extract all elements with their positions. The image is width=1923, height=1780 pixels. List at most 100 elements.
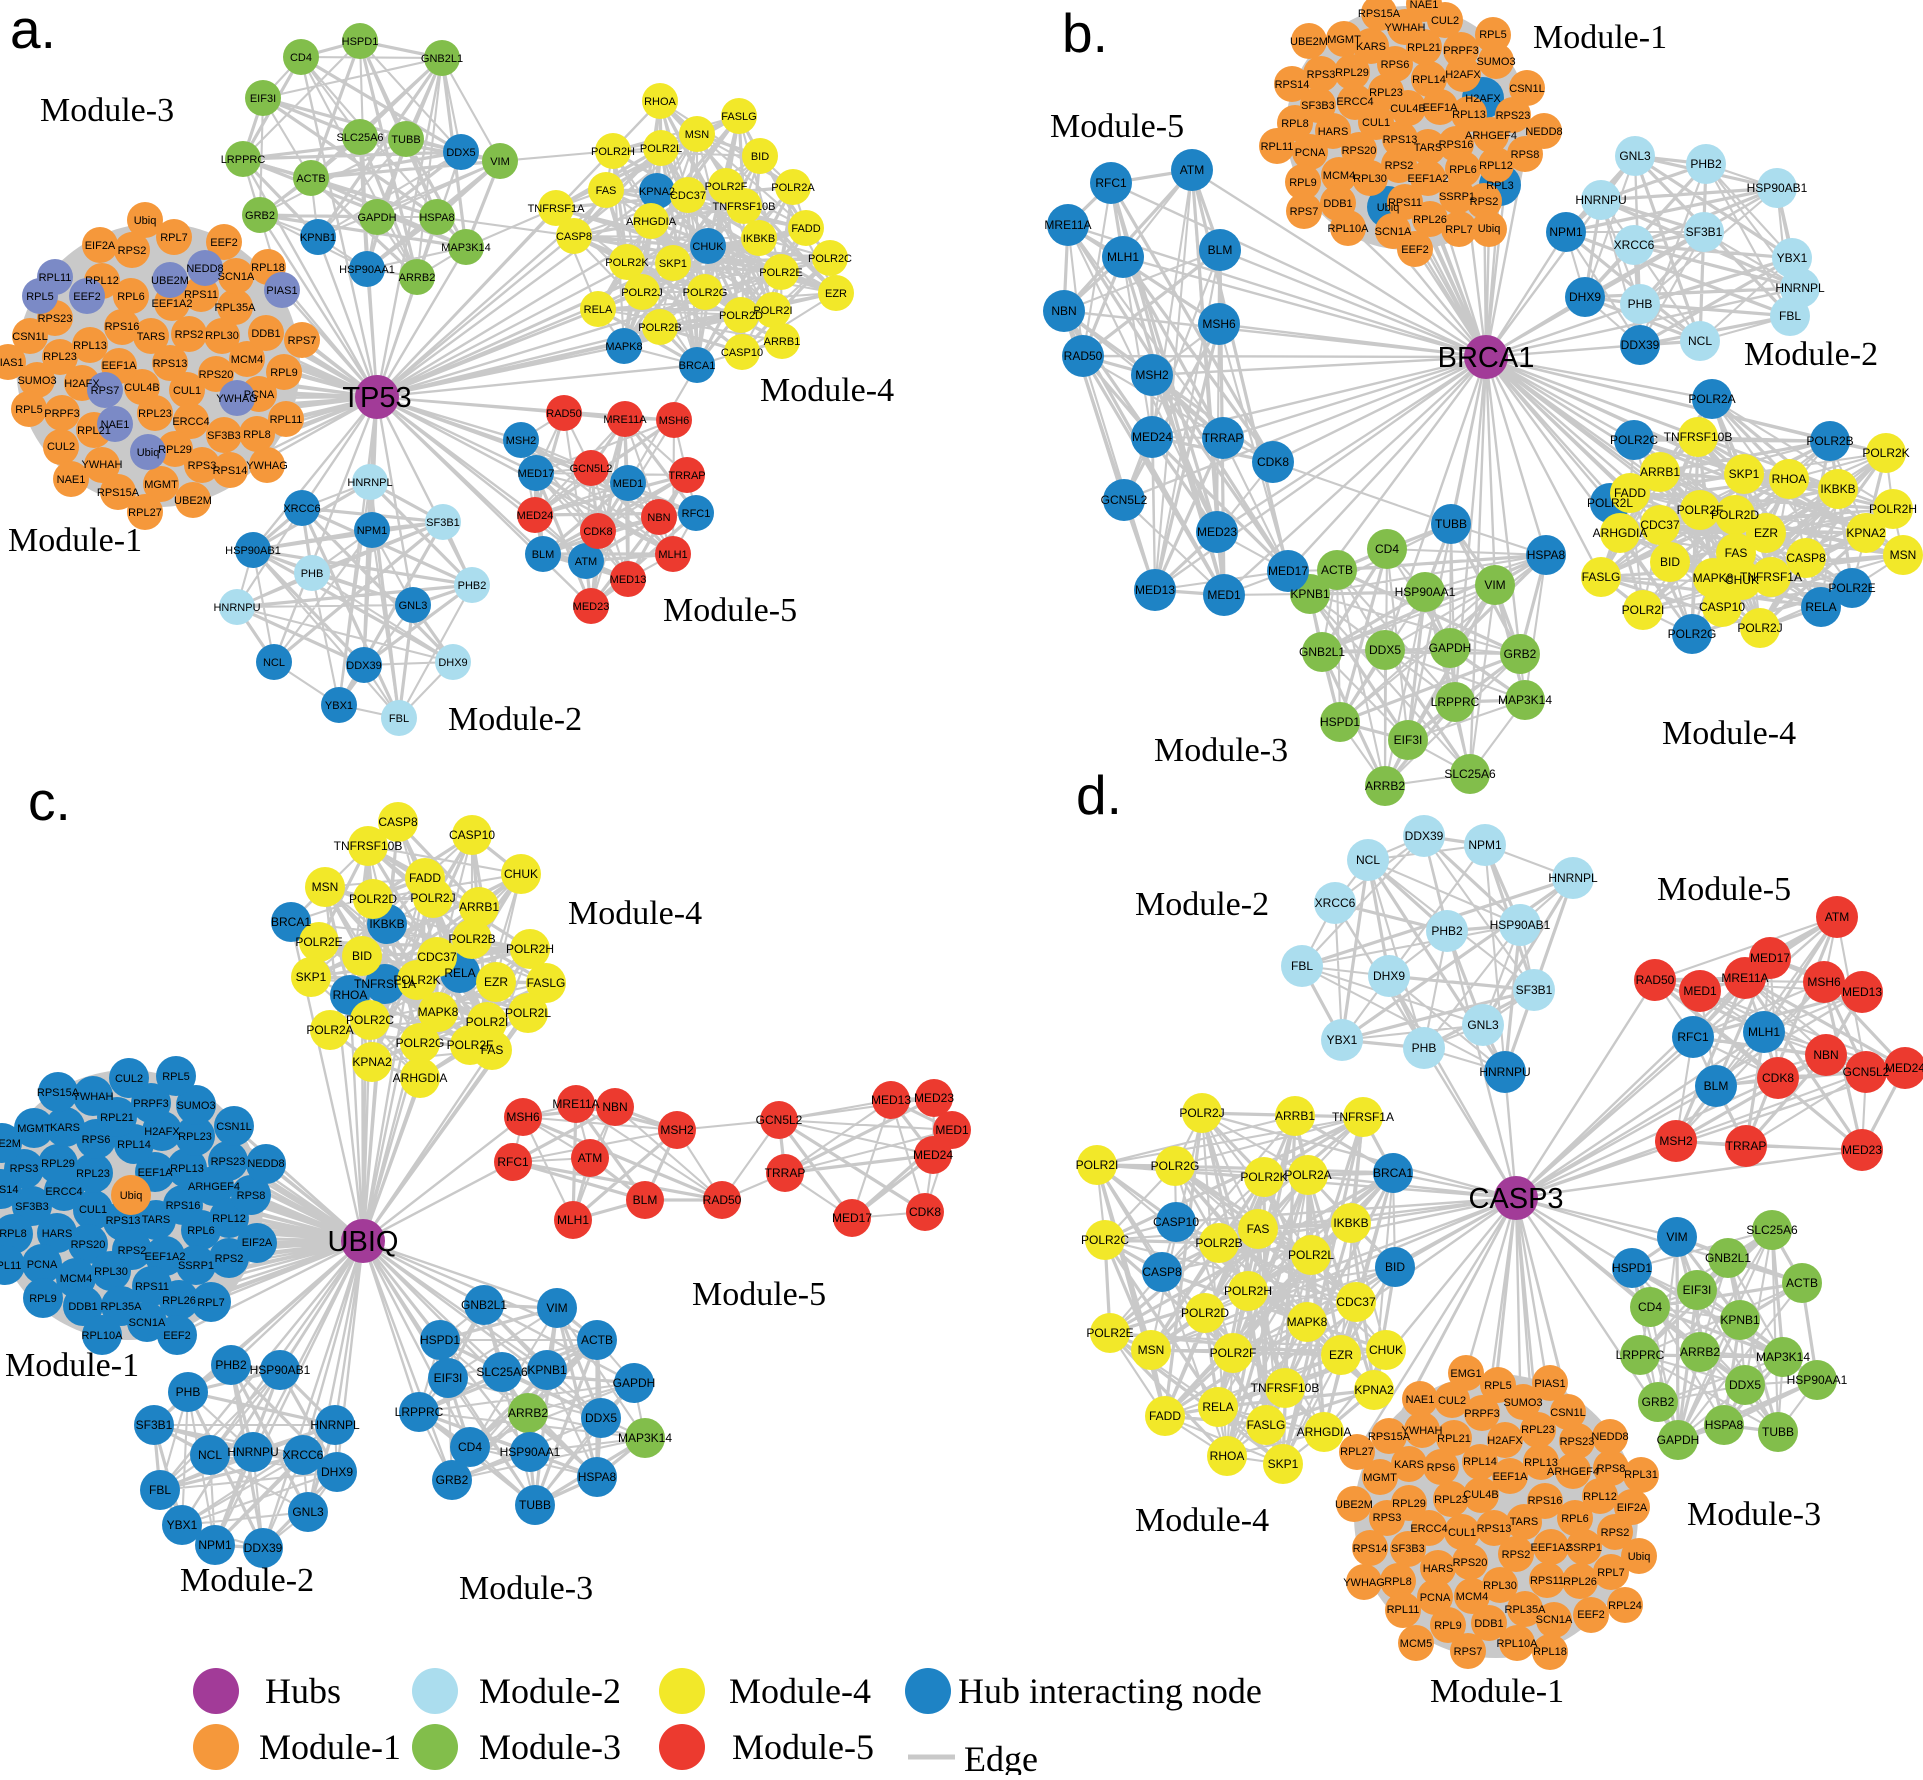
svg-text:KPNA2: KPNA2 bbox=[352, 1055, 392, 1069]
svg-text:BLM: BLM bbox=[1704, 1079, 1729, 1093]
svg-text:CASP10: CASP10 bbox=[1153, 1215, 1199, 1229]
svg-text:DHX9: DHX9 bbox=[1569, 290, 1601, 304]
svg-text:EEF2: EEF2 bbox=[73, 291, 101, 303]
svg-text:ERCC4: ERCC4 bbox=[1410, 1523, 1447, 1535]
svg-text:RHOA: RHOA bbox=[333, 988, 368, 1002]
svg-text:RPL23: RPL23 bbox=[1521, 1424, 1555, 1436]
svg-text:RELA: RELA bbox=[444, 966, 475, 980]
svg-text:FADD: FADD bbox=[1149, 1409, 1181, 1423]
svg-text:RPL29: RPL29 bbox=[158, 444, 192, 456]
svg-text:RPL6: RPL6 bbox=[1449, 164, 1477, 176]
svg-text:CHUK: CHUK bbox=[1725, 573, 1759, 587]
svg-text:DDX5: DDX5 bbox=[1369, 643, 1401, 657]
svg-text:POLR2F: POLR2F bbox=[447, 1038, 494, 1052]
svg-text:UBE2M: UBE2M bbox=[0, 1138, 21, 1150]
svg-text:RPL11: RPL11 bbox=[270, 414, 303, 426]
svg-text:DHX9: DHX9 bbox=[321, 1465, 353, 1479]
svg-text:CDC37: CDC37 bbox=[670, 190, 706, 202]
svg-text:CUL1: CUL1 bbox=[173, 385, 201, 397]
svg-text:HSP90AA1: HSP90AA1 bbox=[1395, 585, 1456, 599]
svg-text:YWHAH: YWHAH bbox=[73, 1091, 114, 1103]
svg-text:ACTB: ACTB bbox=[296, 173, 325, 185]
svg-text:FAS: FAS bbox=[1725, 546, 1748, 560]
svg-text:EEF1A: EEF1A bbox=[1493, 1471, 1529, 1483]
svg-text:RPS13: RPS13 bbox=[106, 1215, 141, 1227]
svg-text:RPS20: RPS20 bbox=[1342, 145, 1377, 157]
svg-text:GAPDH: GAPDH bbox=[1429, 641, 1472, 655]
svg-text:RPS16: RPS16 bbox=[105, 321, 140, 333]
svg-text:Module-2: Module-2 bbox=[448, 701, 582, 738]
svg-text:MCM4: MCM4 bbox=[231, 354, 263, 366]
svg-text:PIAS1: PIAS1 bbox=[0, 357, 24, 369]
svg-text:PHB2: PHB2 bbox=[458, 580, 487, 592]
svg-text:POLR2E: POLR2E bbox=[1086, 1326, 1133, 1340]
svg-text:PRPF3: PRPF3 bbox=[1464, 1408, 1499, 1420]
svg-text:Module-5: Module-5 bbox=[663, 592, 797, 629]
svg-text:DDB1: DDB1 bbox=[1474, 1618, 1503, 1630]
svg-text:MRE11A: MRE11A bbox=[1044, 218, 1091, 232]
svg-text:RPL23: RPL23 bbox=[76, 1168, 110, 1180]
svg-text:POLR2C: POLR2C bbox=[1081, 1233, 1129, 1247]
svg-text:RPS7: RPS7 bbox=[288, 335, 317, 347]
svg-text:NAE1: NAE1 bbox=[1406, 1394, 1435, 1406]
svg-text:SF3B1: SF3B1 bbox=[1686, 225, 1723, 239]
svg-text:VIM: VIM bbox=[490, 156, 510, 168]
svg-text:ATM: ATM bbox=[575, 556, 597, 568]
svg-text:Module-4: Module-4 bbox=[1135, 1502, 1269, 1539]
svg-text:ATM: ATM bbox=[1825, 910, 1849, 924]
svg-text:BRCA1: BRCA1 bbox=[1373, 1166, 1413, 1180]
svg-text:CDK8: CDK8 bbox=[909, 1205, 941, 1219]
svg-text:TARS: TARS bbox=[1510, 1516, 1539, 1528]
svg-text:ARHGEF4: ARHGEF4 bbox=[1547, 1466, 1599, 1478]
svg-text:DDB1: DDB1 bbox=[1323, 198, 1352, 210]
svg-text:RPS8: RPS8 bbox=[1511, 149, 1540, 161]
svg-text:CUL4B: CUL4B bbox=[124, 382, 159, 394]
svg-text:HSPD1: HSPD1 bbox=[420, 1333, 460, 1347]
svg-text:MAP3K14: MAP3K14 bbox=[441, 242, 491, 254]
svg-text:PCNA: PCNA bbox=[1295, 147, 1326, 159]
svg-text:YBX1: YBX1 bbox=[1777, 251, 1808, 265]
svg-text:RPS3: RPS3 bbox=[188, 460, 217, 472]
svg-text:POLR2I: POLR2I bbox=[466, 1015, 509, 1029]
svg-text:ACTB: ACTB bbox=[1321, 563, 1353, 577]
svg-text:MGMT: MGMT bbox=[17, 1123, 51, 1135]
svg-text:BID: BID bbox=[1660, 555, 1680, 569]
svg-text:UBE2M: UBE2M bbox=[174, 495, 212, 507]
svg-text:GAPDH: GAPDH bbox=[357, 212, 396, 224]
svg-text:NAE1: NAE1 bbox=[101, 419, 130, 431]
svg-text:BID: BID bbox=[352, 949, 372, 963]
svg-text:ERCC4: ERCC4 bbox=[1336, 96, 1373, 108]
svg-text:DDB1: DDB1 bbox=[68, 1301, 97, 1313]
svg-text:GNL3: GNL3 bbox=[1619, 149, 1651, 163]
svg-text:RPS6: RPS6 bbox=[82, 1134, 111, 1146]
svg-text:RPS2: RPS2 bbox=[1385, 160, 1414, 172]
svg-text:RPL9: RPL9 bbox=[29, 1293, 57, 1305]
svg-text:MLH1: MLH1 bbox=[1107, 250, 1139, 264]
svg-text:H2AFX: H2AFX bbox=[64, 378, 100, 390]
svg-text:EMG1: EMG1 bbox=[1450, 1368, 1481, 1380]
svg-text:FASLG: FASLG bbox=[1247, 1418, 1286, 1432]
svg-text:TNFRSF1A: TNFRSF1A bbox=[1740, 570, 1802, 584]
svg-text:RPS15A: RPS15A bbox=[37, 1087, 80, 1099]
svg-text:RPL23: RPL23 bbox=[1434, 1494, 1468, 1506]
svg-text:PRPF3: PRPF3 bbox=[44, 408, 79, 420]
svg-text:HSPA8: HSPA8 bbox=[1705, 1418, 1744, 1432]
svg-text:RPL9: RPL9 bbox=[270, 367, 298, 379]
svg-text:PRPF3: PRPF3 bbox=[133, 1098, 168, 1110]
svg-text:POLR2L: POLR2L bbox=[640, 143, 682, 155]
svg-text:POLR2G: POLR2G bbox=[1151, 1159, 1200, 1173]
svg-text:MLH1: MLH1 bbox=[1748, 1025, 1780, 1039]
svg-text:RPL12: RPL12 bbox=[1583, 1491, 1617, 1503]
svg-text:RPL14: RPL14 bbox=[117, 1139, 151, 1151]
svg-text:HNRNPL: HNRNPL bbox=[1548, 871, 1598, 885]
svg-text:EEF2: EEF2 bbox=[163, 1330, 191, 1342]
svg-text:MED23: MED23 bbox=[914, 1091, 954, 1105]
svg-text:DDX39: DDX39 bbox=[1405, 829, 1444, 843]
svg-text:DDX39: DDX39 bbox=[346, 660, 381, 672]
svg-text:GRB2: GRB2 bbox=[245, 210, 275, 222]
svg-text:TUBB: TUBB bbox=[1762, 1425, 1794, 1439]
svg-text:RHOA: RHOA bbox=[1772, 472, 1807, 486]
svg-text:POLR2K: POLR2K bbox=[1240, 1170, 1287, 1184]
svg-text:HSPA8: HSPA8 bbox=[578, 1470, 617, 1484]
svg-text:RPL11: RPL11 bbox=[1261, 141, 1294, 153]
